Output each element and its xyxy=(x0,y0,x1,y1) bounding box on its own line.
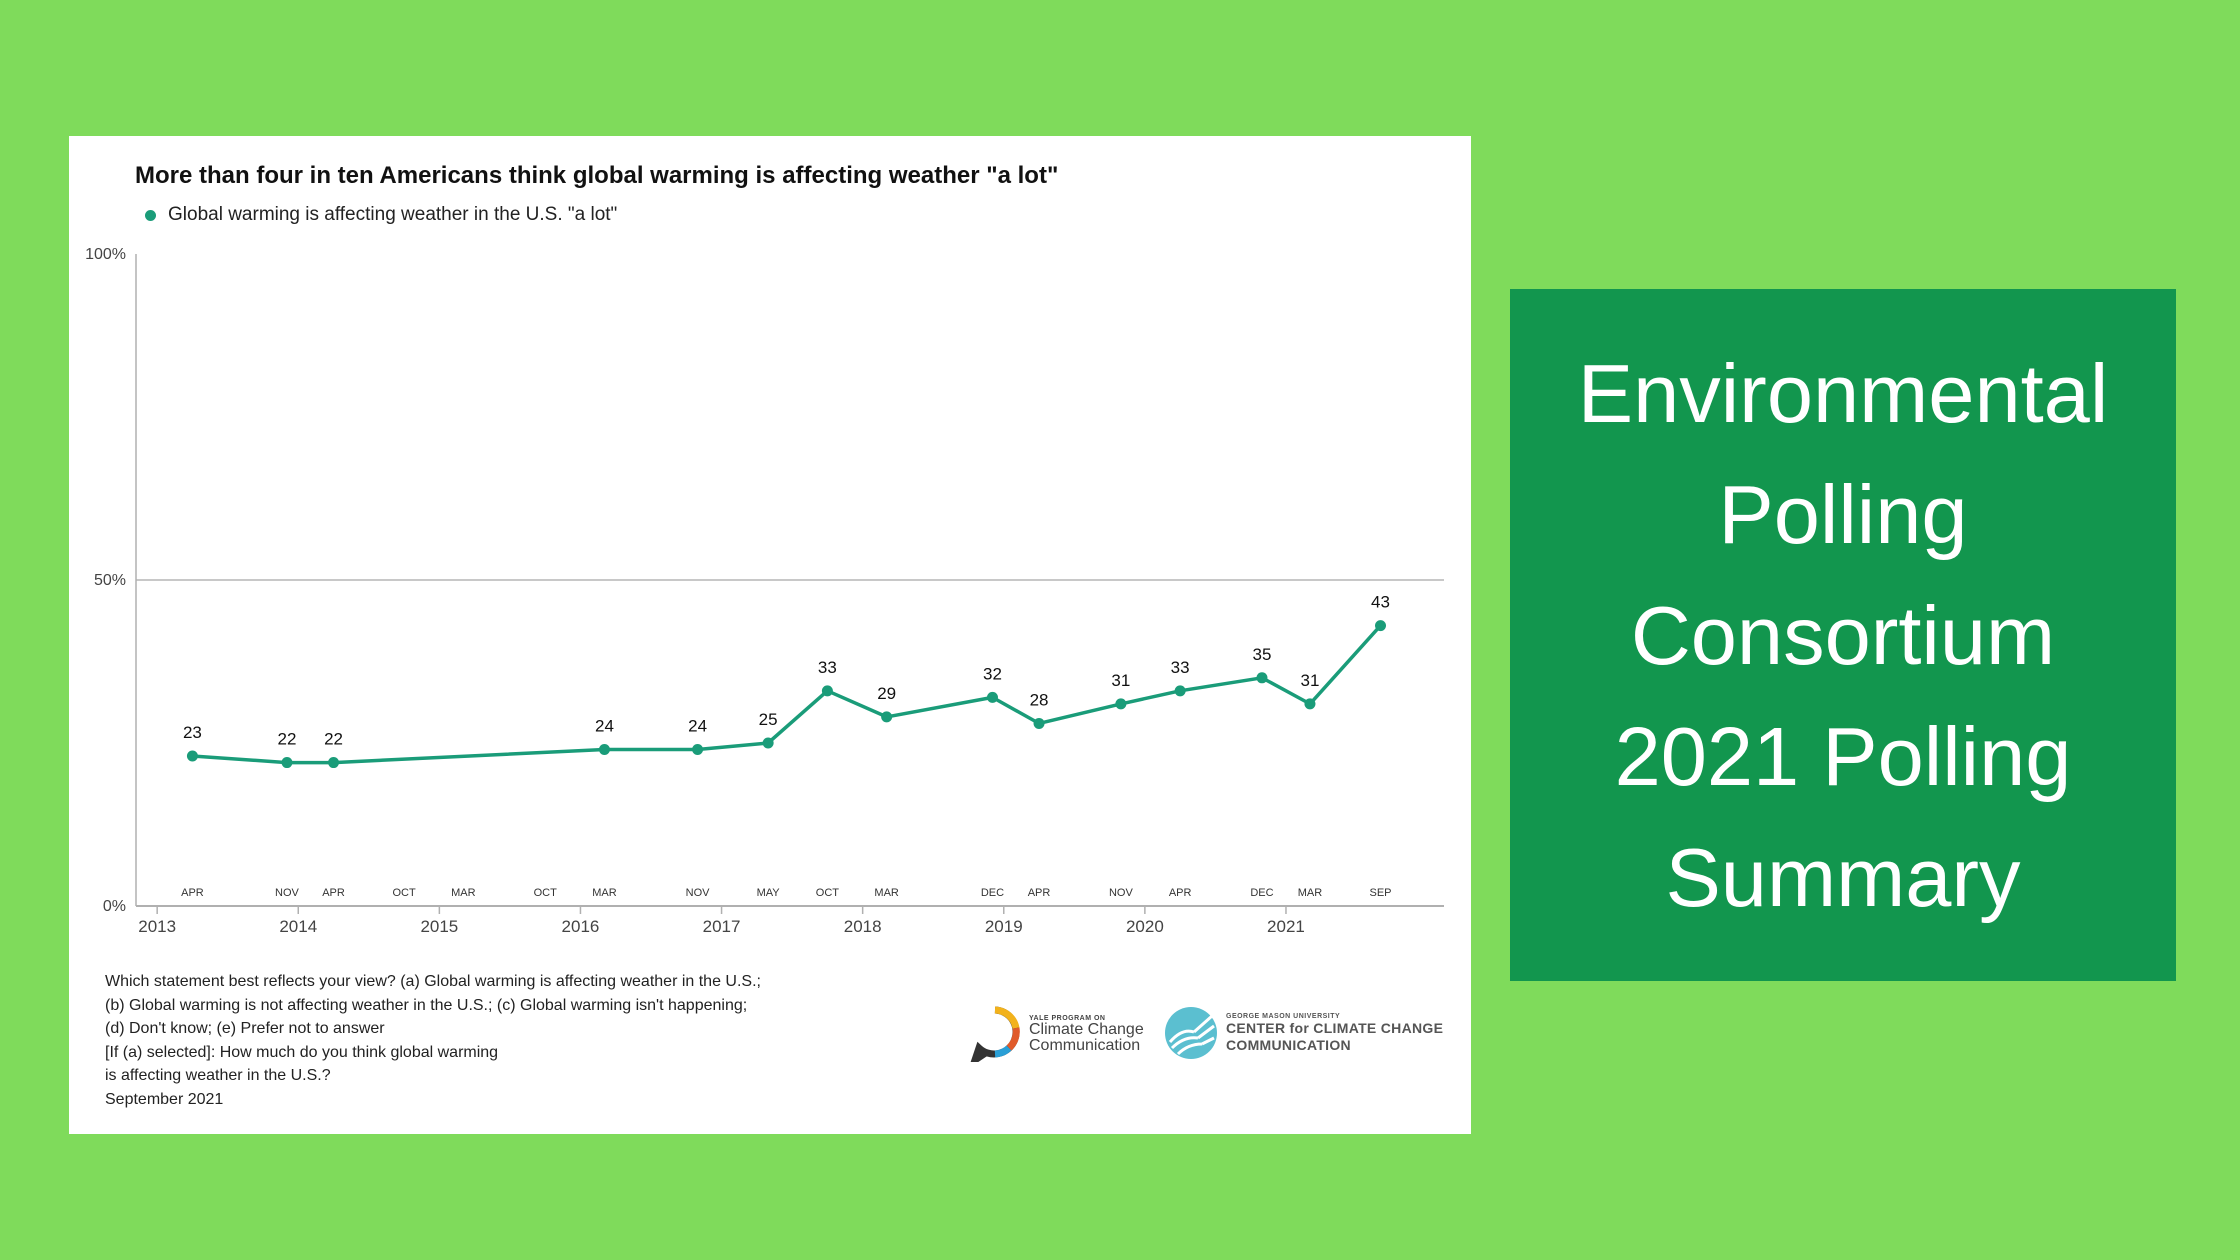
month-tick-label: NOV xyxy=(1109,887,1134,899)
data-label: 33 xyxy=(818,658,837,677)
footnote-line: (b) Global warming is not affecting weat… xyxy=(105,996,748,1014)
chart-legend: Global warming is affecting weather in t… xyxy=(145,204,617,226)
data-point xyxy=(186,750,198,762)
yale-program-label: YALE PROGRAM ON xyxy=(1029,1014,1106,1022)
chart-title: More than four in ten Americans think gl… xyxy=(135,162,1059,189)
series-line xyxy=(192,624,1382,765)
year-tick-label: 2020 xyxy=(1126,917,1164,936)
footnote-line: Which statement best reflects your view?… xyxy=(105,973,761,990)
data-point xyxy=(598,744,610,756)
month-tick-label: APR xyxy=(181,887,204,899)
yale-name-line-2: Communication xyxy=(1029,1036,1141,1054)
footnote-line: [If (a) selected]: How much do you think… xyxy=(105,1043,499,1061)
month-tick-label: DEC xyxy=(1250,887,1273,899)
data-point xyxy=(881,711,893,723)
data-point xyxy=(1033,717,1045,729)
year-tick-label: 2017 xyxy=(703,917,741,936)
summary-title-panel: Environmental Polling Consortium 2021 Po… xyxy=(1510,289,2176,981)
data-label: 22 xyxy=(324,730,343,749)
month-tick-label: APR xyxy=(1169,887,1192,899)
year-tick-label: 2014 xyxy=(279,917,317,936)
line-chart: 0% 50% 100% 2013 2014 2015 2016 2017 2018 2019 202… xyxy=(85,246,1444,936)
month-tick-label: MAR xyxy=(451,887,476,899)
month-tick-label: OCT xyxy=(534,887,558,899)
month-tick-label: OCT xyxy=(392,887,416,899)
month-tick-label: MAR xyxy=(592,887,617,899)
yale-climate-logo: YALE PROGRAM ON Climate Change Communica… xyxy=(969,1006,1144,1062)
survey-question-footnote: Which statement best reflects your view?… xyxy=(105,970,761,1111)
data-point xyxy=(1304,698,1316,710)
yale-name-line-1: Climate Change xyxy=(1029,1020,1144,1038)
data-point xyxy=(1115,698,1127,710)
y-tick-label: 100% xyxy=(85,246,126,263)
month-tick-label: OCT xyxy=(816,887,840,899)
title-line-4: 2021 Polling xyxy=(1614,709,2072,803)
data-label: 24 xyxy=(595,717,614,736)
title-line-1: Environmental xyxy=(1577,346,2109,440)
data-point xyxy=(762,737,774,749)
data-label: 24 xyxy=(688,717,707,736)
footnote-line: is affecting weather in the U.S.? xyxy=(105,1067,331,1084)
fan-circle-icon xyxy=(1165,1007,1217,1059)
gmu-university-label: GEORGE MASON UNIVERSITY xyxy=(1226,1012,1341,1020)
month-tick-label: MAR xyxy=(1298,887,1323,899)
data-label: 31 xyxy=(1111,671,1130,690)
data-label: 43 xyxy=(1371,593,1390,612)
y-tick-label: 50% xyxy=(94,572,126,589)
legend-marker xyxy=(145,209,156,221)
data-label: 33 xyxy=(1171,658,1190,677)
data-point xyxy=(1174,685,1186,697)
data-label: 29 xyxy=(877,684,896,703)
month-tick-label: MAY xyxy=(757,887,781,899)
year-tick-label: 2015 xyxy=(420,917,458,936)
year-tick-label: 2016 xyxy=(562,917,600,936)
data-label: 25 xyxy=(759,710,778,729)
month-tick-label: NOV xyxy=(275,887,300,899)
gmu-name-line-1: CENTER for CLIMATE CHANGE xyxy=(1226,1019,1444,1036)
gmu-climate-logo: GEORGE MASON UNIVERSITY CENTER for CLIMA… xyxy=(1164,1006,1443,1060)
data-point xyxy=(1256,672,1268,684)
title-line-3: Consortium xyxy=(1630,588,2056,682)
month-tick-label: APR xyxy=(322,887,345,899)
data-point xyxy=(986,691,998,703)
month-tick-label: SEP xyxy=(1369,887,1391,899)
data-point xyxy=(281,757,293,769)
month-tick-label: APR xyxy=(1028,887,1051,899)
month-tick-label: NOV xyxy=(686,887,711,899)
data-point xyxy=(1375,620,1387,632)
chart-card: More than four in ten Americans think gl… xyxy=(69,136,1471,1134)
footnote-line: September 2021 xyxy=(105,1090,224,1108)
title-line-2: Polling xyxy=(1718,467,1968,561)
y-tick-label: 0% xyxy=(103,898,126,915)
speech-bubble-icon xyxy=(970,1006,1020,1062)
year-tick-label: 2019 xyxy=(985,917,1023,936)
data-point xyxy=(821,685,833,697)
gmu-name-line-2: COMMUNICATION xyxy=(1226,1036,1351,1053)
data-label: 23 xyxy=(183,723,202,742)
legend-label: Global warming is affecting weather in t… xyxy=(168,204,618,225)
footnote-line: (d) Don't know; (e) Prefer not to answer xyxy=(105,1020,385,1037)
data-label: 32 xyxy=(983,664,1002,683)
data-point xyxy=(328,757,340,769)
data-label: 31 xyxy=(1300,671,1319,690)
year-tick-label: 2021 xyxy=(1267,917,1305,936)
data-label: 22 xyxy=(278,730,297,749)
year-tick-label: 2018 xyxy=(844,917,882,936)
data-label: 35 xyxy=(1253,645,1272,664)
year-tick-label: 2013 xyxy=(138,917,176,936)
data-point xyxy=(692,744,704,756)
title-line-5: Summary xyxy=(1665,830,2021,924)
data-label: 28 xyxy=(1030,690,1049,709)
month-tick-label: MAR xyxy=(874,887,899,899)
month-tick-label: DEC xyxy=(981,887,1004,899)
